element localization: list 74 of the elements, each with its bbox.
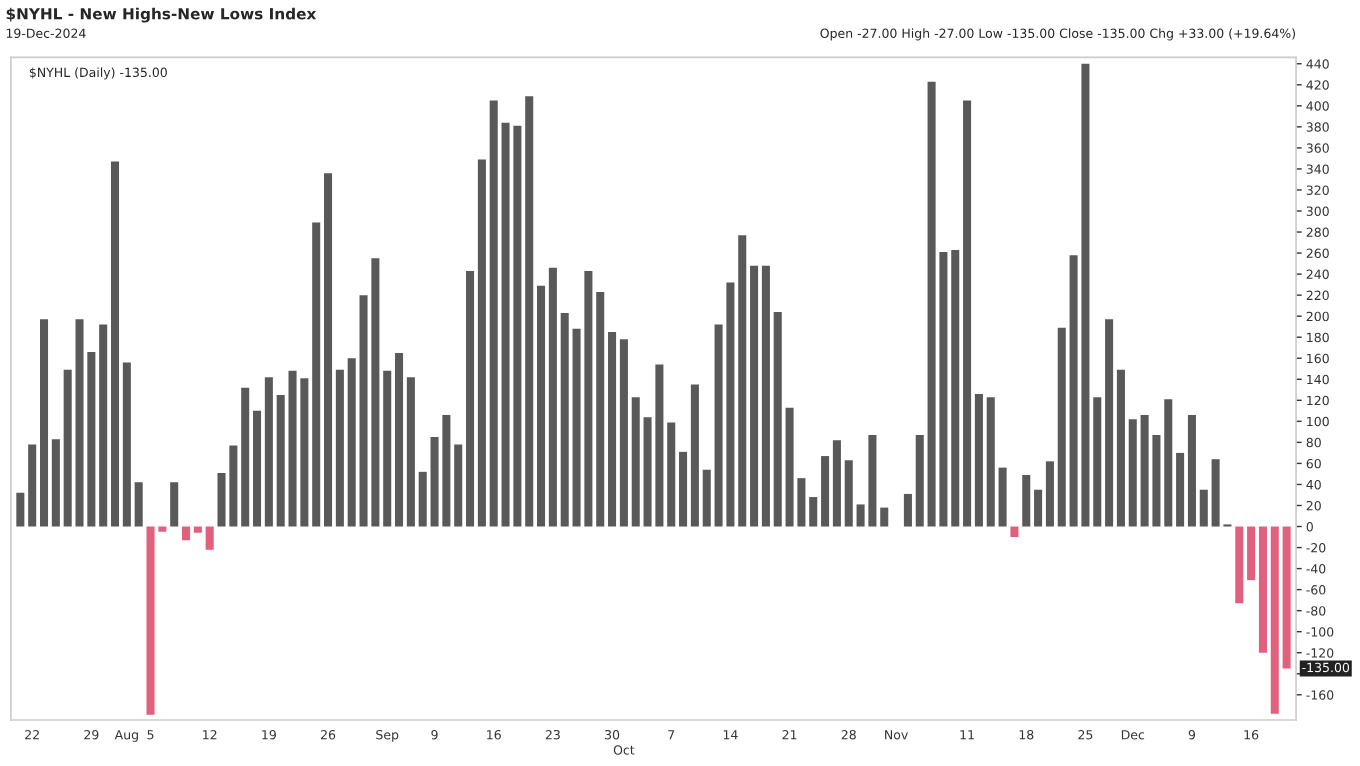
- bar: [122, 362, 131, 527]
- bar: [1128, 419, 1137, 527]
- bar: [1093, 397, 1102, 527]
- bar: [193, 526, 202, 533]
- bar: [170, 482, 179, 527]
- bar: [312, 222, 321, 527]
- bar: [1176, 452, 1185, 527]
- bar: [1116, 369, 1125, 527]
- bar: [880, 507, 889, 527]
- bar: [1010, 526, 1019, 538]
- bar: [974, 394, 983, 527]
- bar: [16, 492, 25, 527]
- bar: [773, 311, 782, 527]
- bar: [844, 460, 853, 527]
- bar: [832, 440, 841, 527]
- bar: [548, 267, 557, 527]
- bar: [537, 285, 546, 527]
- bar: [1247, 526, 1256, 581]
- bar: [1045, 461, 1054, 527]
- bar: [39, 319, 49, 527]
- bar: [738, 235, 747, 527]
- bar: [1235, 526, 1244, 604]
- bar: [276, 395, 285, 527]
- bar: [99, 324, 108, 527]
- bar: [761, 265, 770, 527]
- bar: [1105, 319, 1114, 527]
- bar: [1187, 415, 1196, 527]
- bar: [253, 410, 262, 527]
- bar: [1199, 489, 1208, 527]
- bar: [750, 265, 759, 527]
- bar: [963, 100, 972, 527]
- bar: [1270, 526, 1279, 714]
- bar: [821, 456, 830, 527]
- bar: [134, 482, 143, 527]
- bar: [1282, 526, 1291, 669]
- bar: [619, 339, 628, 527]
- bar: [205, 526, 214, 550]
- bar: [951, 249, 960, 527]
- bar: [477, 159, 486, 527]
- bar: [347, 358, 356, 527]
- bar: [1258, 526, 1267, 653]
- bar: [454, 444, 463, 527]
- bar: [986, 397, 995, 527]
- bar: [679, 451, 688, 527]
- bar: [111, 161, 120, 527]
- bar: [324, 173, 333, 527]
- bar: [406, 377, 415, 527]
- bar: [608, 331, 617, 527]
- bar: [702, 469, 711, 527]
- bar: [28, 444, 37, 527]
- bar: [903, 493, 912, 527]
- bar: [631, 397, 640, 527]
- bar: [596, 291, 605, 527]
- bar: [809, 497, 818, 527]
- bar: [466, 270, 475, 527]
- bar: [241, 387, 250, 527]
- bar: [560, 313, 569, 527]
- bar: [915, 435, 924, 527]
- bar: [335, 369, 344, 527]
- bar: [1034, 489, 1043, 527]
- bar: [264, 377, 273, 527]
- bar: [525, 96, 534, 527]
- bar: [690, 384, 699, 527]
- bar: [418, 471, 427, 527]
- bar: [489, 100, 498, 527]
- bar: [51, 439, 60, 527]
- bar: [1164, 399, 1173, 527]
- bar: [667, 422, 676, 527]
- bar: [1057, 327, 1066, 527]
- bar: [182, 526, 191, 541]
- bar: [383, 370, 392, 527]
- bar: [1022, 474, 1031, 527]
- bar: [998, 467, 1007, 527]
- bar: [395, 352, 404, 527]
